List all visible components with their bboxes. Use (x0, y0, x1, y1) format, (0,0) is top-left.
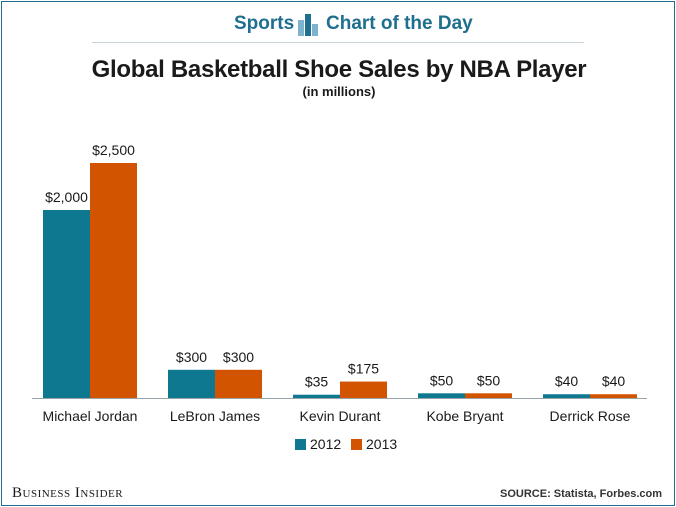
category-label-4: Derrick Rose (550, 408, 631, 424)
source-note: SOURCE: Statista, Forbes.com (500, 488, 662, 500)
data-label-2013-4: $40 (602, 373, 626, 389)
chart-subtitle: (in millions) (302, 84, 376, 99)
legend-swatch-2012 (295, 439, 306, 450)
category-label-2: Kevin Durant (300, 408, 381, 424)
brand-logo: Business Insider (12, 485, 124, 501)
bar-2012-4 (543, 394, 590, 398)
bar-2013-2 (340, 381, 387, 398)
header-divider (92, 42, 584, 43)
bar-2012-1 (168, 369, 215, 398)
bar-2013-3 (465, 393, 512, 398)
data-label-2013-1: $300 (223, 349, 254, 365)
feature-label: Chart of the Day (326, 13, 473, 34)
category-label-1: LeBron James (170, 408, 260, 424)
bar-2013-1 (215, 369, 262, 398)
category-label-3: Kobe Bryant (426, 408, 503, 424)
bar-chart-logo-icon (298, 14, 318, 36)
bar-2012-3 (418, 393, 465, 398)
bar-2013-4 (590, 394, 637, 398)
category-label-0: Michael Jordan (43, 408, 138, 424)
legend-swatch-2013 (351, 439, 362, 450)
data-label-2013-3: $50 (477, 372, 501, 388)
bar-2012-0 (43, 210, 90, 398)
data-label-2012-1: $300 (176, 349, 207, 365)
section-label: Sports (234, 13, 295, 34)
bar-2012-2 (293, 394, 340, 398)
data-label-2013-2: $175 (348, 361, 379, 377)
data-label-2013-0: $2,500 (92, 142, 135, 158)
legend-label-2013: 2013 (366, 436, 397, 452)
chart-header: Sports Chart of the Day (2, 8, 674, 38)
bar-2013-0 (90, 163, 137, 398)
data-label-2012-3: $50 (430, 372, 454, 388)
data-label-2012-4: $40 (555, 373, 579, 389)
data-label-2012-2: $35 (305, 374, 329, 390)
legend-label-2012: 2012 (310, 436, 341, 452)
chart-title: Global Basketball Shoe Sales by NBA Play… (91, 56, 587, 83)
bar-chart: $2,000 $2,500 Michael Jordan $300 $300 LeBron… (32, 142, 647, 452)
data-label-2012-0: $2,000 (45, 189, 88, 205)
